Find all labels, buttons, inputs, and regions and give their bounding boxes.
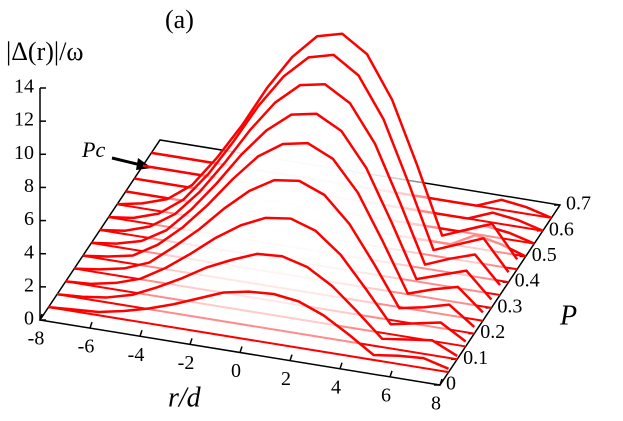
x-tick-label: -6 <box>78 336 95 358</box>
curve <box>99 83 501 286</box>
y-tick-label: 0.2 <box>480 321 505 343</box>
x-tick-label: 6 <box>381 384 391 406</box>
x-tick-label: -8 <box>28 328 45 350</box>
x-tick <box>289 354 293 361</box>
curve <box>57 252 458 358</box>
y-axis-label: P <box>559 300 577 331</box>
x-tick <box>89 321 93 329</box>
x-tick <box>39 313 43 321</box>
curve <box>82 141 484 314</box>
x-tick-label: 0 <box>231 360 241 382</box>
curve <box>117 32 519 261</box>
annotation: Pc <box>81 137 105 162</box>
curve <box>48 290 450 370</box>
y-tick-label: 0.7 <box>566 193 591 215</box>
z-tick-label: 6 <box>24 208 34 230</box>
x-tick-label: 4 <box>331 376 341 398</box>
x-axis-label: r/d <box>168 382 202 413</box>
z-tick-label: 12 <box>14 109 34 131</box>
curve <box>65 216 467 343</box>
x-tick <box>439 378 443 386</box>
x-tick <box>189 338 193 345</box>
panel-label: (a) <box>165 5 194 34</box>
z-tick-label: 0 <box>24 308 34 330</box>
curve <box>74 178 476 328</box>
curve <box>91 112 493 301</box>
z-axis-label: |Δ(r)|/ω <box>6 37 83 66</box>
x-tick <box>139 330 143 337</box>
x-tick <box>339 362 343 369</box>
y-tick-label: 0.1 <box>463 347 488 369</box>
x-tick-label: 8 <box>431 393 441 415</box>
z-tick-label: 2 <box>24 274 34 296</box>
curve-baseline <box>48 306 449 374</box>
x-tick <box>239 346 243 353</box>
x-tick <box>389 370 393 378</box>
y-tick-label: 0 <box>446 373 456 395</box>
x-tick-label: -4 <box>128 344 145 366</box>
y-tick-label: 0.5 <box>532 244 557 266</box>
x-tick-label: 2 <box>281 368 291 390</box>
z-tick-label: 14 <box>14 76 34 98</box>
y-tick-label: 0.3 <box>497 295 522 317</box>
curve-fill <box>48 291 449 373</box>
curve <box>108 53 510 273</box>
z-tick-label: 8 <box>24 175 34 197</box>
y-tick-label: 0.4 <box>515 270 540 292</box>
x-tick-label: -2 <box>178 352 195 374</box>
z-tick-label: 10 <box>14 142 34 164</box>
z-tick-label: 4 <box>24 241 34 263</box>
y-tick-label: 0.6 <box>549 218 574 240</box>
